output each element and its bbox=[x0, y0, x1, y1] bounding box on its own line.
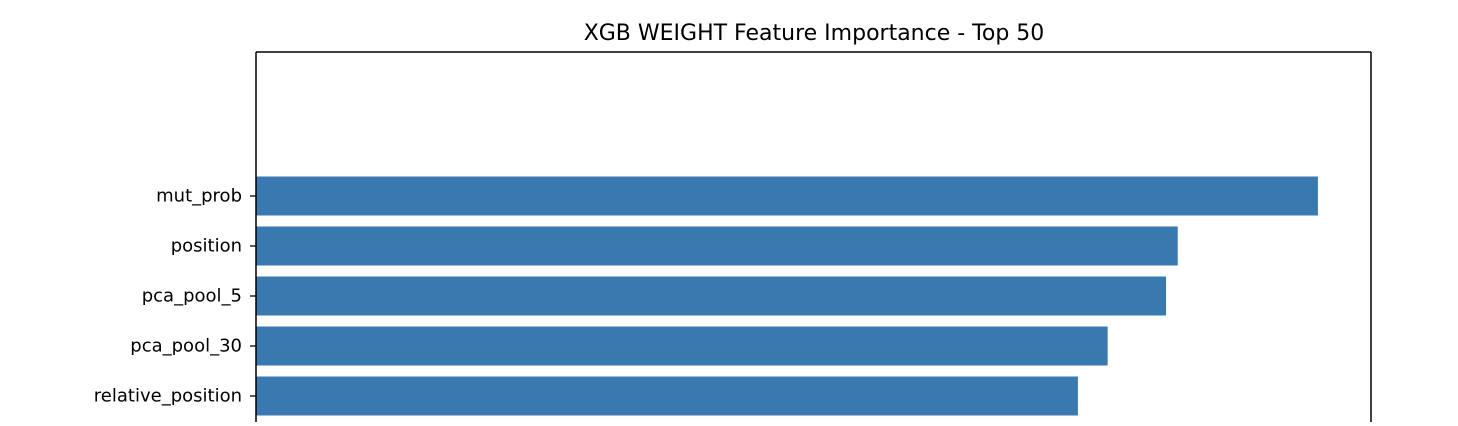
bars-group bbox=[256, 176, 1318, 416]
axes-frame bbox=[255, 51, 1372, 422]
y-tick-label: mut_prob bbox=[156, 186, 242, 207]
bar-mut-prob bbox=[256, 176, 1318, 216]
y-tick-label: position bbox=[171, 236, 242, 257]
bar-relative-position bbox=[256, 376, 1078, 416]
y-tick-label: pca_pool_5 bbox=[142, 286, 242, 307]
y-tick-label: relative_position bbox=[94, 386, 242, 407]
bar-pca-pool-30 bbox=[256, 326, 1108, 366]
bar-position bbox=[256, 226, 1178, 266]
chart-title: XGB WEIGHT Feature Importance - Top 50 bbox=[584, 21, 1045, 46]
y-tick-label: pca_pool_30 bbox=[130, 336, 242, 357]
bar-pca-pool-5 bbox=[256, 276, 1167, 316]
y-ticks-group: mut_prob position pca_pool_5 pca_pool_30rel… bbox=[94, 186, 256, 407]
